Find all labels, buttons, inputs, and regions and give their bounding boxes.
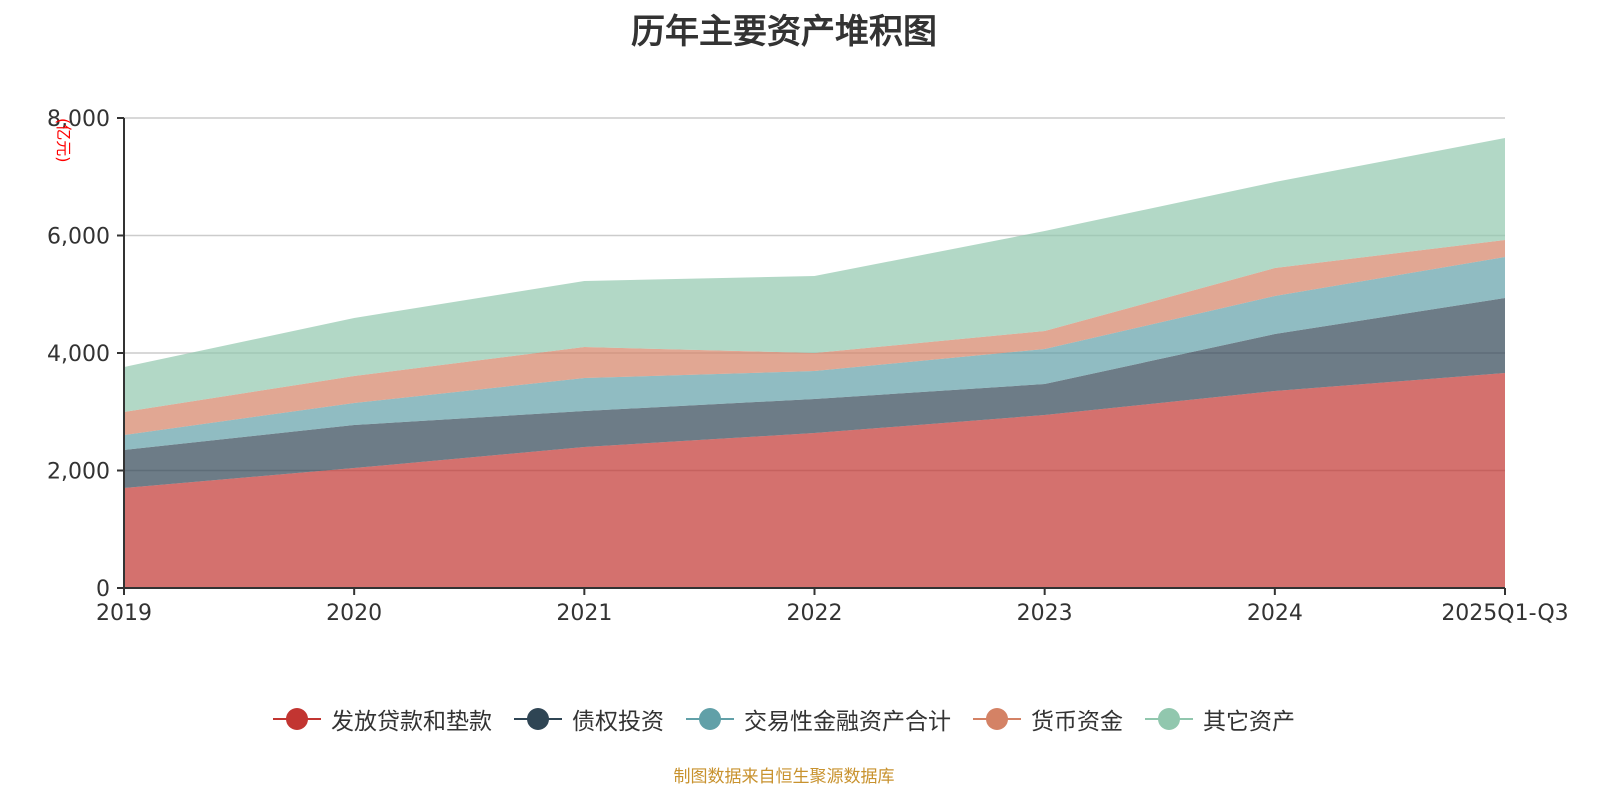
x-tick-label: 2023: [1017, 601, 1073, 626]
area-series-3[interactable]: [124, 240, 1505, 436]
x-tick-label: 2021: [556, 601, 612, 626]
chart-title: 历年主要资产堆积图: [631, 12, 937, 52]
legend-marker-icon: [686, 706, 734, 732]
legend-label: 其它资产: [1203, 709, 1295, 735]
x-tick-label: 2022: [787, 601, 843, 626]
x-tick-label: 2019: [96, 601, 152, 626]
axis-layer: 0 2,000 4,000 6,000 8,000 2019 2020 2021 2022 202…: [47, 107, 1569, 626]
y-axis-unit-label: (亿元): [54, 118, 73, 163]
legend-label: 货币资金: [1031, 709, 1123, 735]
x-tick-label: 2025Q1-Q3: [1441, 601, 1568, 626]
legend-marker-icon: [273, 706, 321, 732]
y-tick-label: 0: [96, 577, 110, 602]
area-series-2[interactable]: [124, 257, 1505, 450]
x-tick-label: 2024: [1247, 601, 1303, 626]
legend-item[interactable]: 交易性金融资产合计: [686, 702, 951, 736]
area-series-1[interactable]: [124, 298, 1505, 489]
x-tick-label: 2020: [326, 601, 382, 626]
legend-item[interactable]: 债权投资: [514, 702, 664, 736]
data-source-note: 制图数据来自恒生聚源数据库: [673, 767, 895, 787]
legend-label: 交易性金融资产合计: [744, 709, 951, 735]
y-tick-label: 8,000: [47, 107, 110, 132]
legend-marker-icon: [1145, 706, 1193, 732]
area-series-0[interactable]: [124, 373, 1505, 588]
legend-marker-icon: [514, 706, 562, 732]
legend-label: 发放贷款和垫款: [331, 709, 492, 735]
legend-label: 债权投资: [572, 709, 664, 735]
legend-item[interactable]: 货币资金: [973, 702, 1123, 736]
legend-item[interactable]: 发放贷款和垫款: [273, 702, 492, 736]
legend: 发放贷款和垫款 债权投资 交易性金融资产合计 货币资金 其它资产: [0, 702, 1568, 736]
area-series-4[interactable]: [124, 138, 1505, 412]
y-tick-label: 2,000: [47, 460, 110, 485]
y-tick-label: 6,000: [47, 225, 110, 250]
legend-item[interactable]: 其它资产: [1145, 702, 1295, 736]
y-tick-label: 4,000: [47, 342, 110, 367]
area-layer: [124, 138, 1505, 588]
legend-marker-icon: [973, 706, 1021, 732]
